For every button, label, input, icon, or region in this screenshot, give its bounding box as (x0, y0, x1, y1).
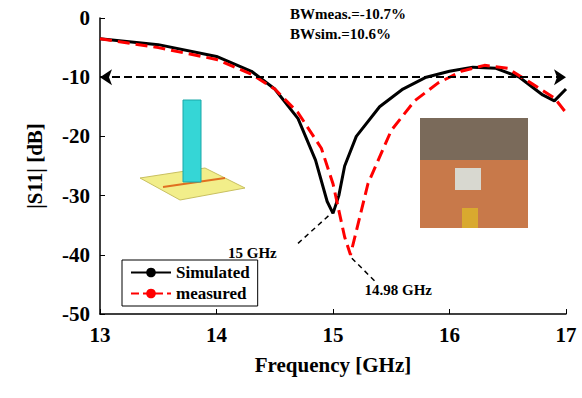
svg-text:-40: -40 (62, 243, 90, 267)
svg-text:|S11| [dB]: |S11| [dB] (23, 123, 47, 209)
svg-text:Frequency [GHz]: Frequency [GHz] (255, 353, 412, 377)
svg-text:15: 15 (323, 323, 344, 347)
svg-text:15 GHz: 15 GHz (228, 245, 277, 261)
svg-text:16: 16 (439, 323, 460, 347)
svg-text:BWmeas.=-10.7%: BWmeas.=-10.7% (290, 6, 406, 22)
svg-text:-20: -20 (62, 124, 90, 148)
svg-text:14.98 GHz: 14.98 GHz (364, 282, 432, 298)
svg-text:0: 0 (80, 6, 91, 30)
svg-text:Simulated: Simulated (176, 263, 250, 282)
svg-text:-30: -30 (62, 184, 90, 208)
svg-text:BWsim.=10.6%: BWsim.=10.6% (290, 26, 391, 42)
svg-text:17: 17 (556, 323, 577, 347)
svg-text:14: 14 (206, 323, 228, 347)
svg-text:measured: measured (176, 284, 247, 303)
svg-text:-50: -50 (62, 302, 90, 326)
svg-text:13: 13 (90, 323, 111, 347)
svg-text:-10: -10 (62, 65, 90, 89)
